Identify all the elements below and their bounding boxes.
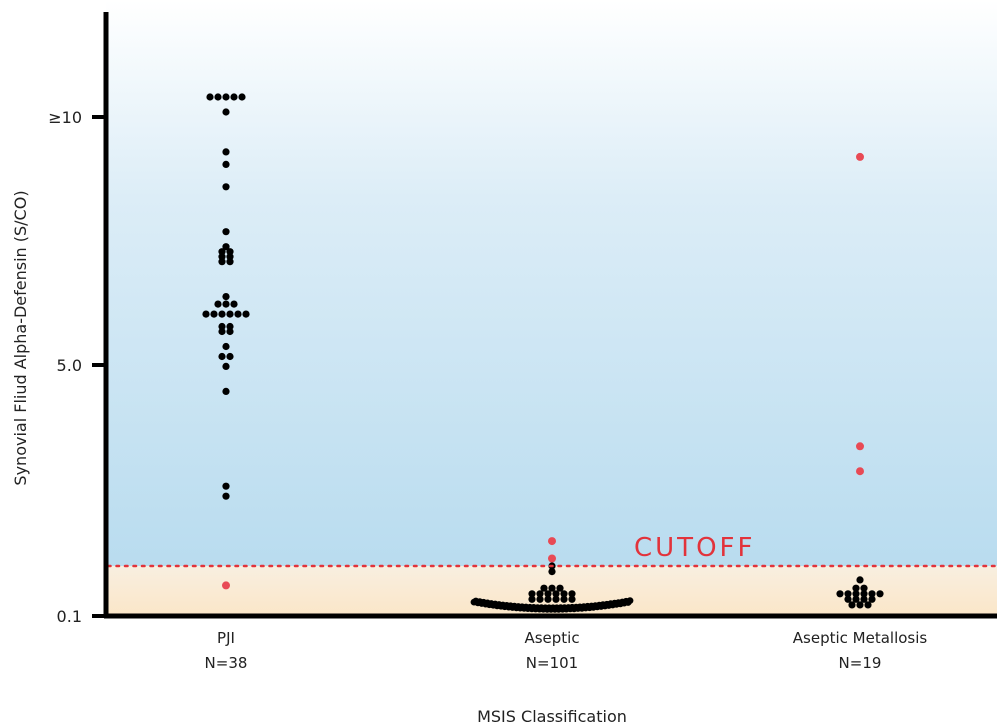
data-point xyxy=(528,590,536,598)
data-point xyxy=(222,228,230,236)
data-point xyxy=(234,310,242,318)
data-point xyxy=(222,108,230,116)
category-n-pji: N=38 xyxy=(205,654,248,672)
data-point xyxy=(852,584,860,592)
data-point xyxy=(222,93,230,101)
data-point-red xyxy=(222,581,230,590)
data-point xyxy=(226,327,234,336)
data-point-red xyxy=(548,554,556,563)
data-point xyxy=(226,258,234,266)
data-point xyxy=(544,595,552,603)
data-point xyxy=(222,183,230,191)
data-point xyxy=(218,253,226,261)
category-n-aseptic-metallosis: N=19 xyxy=(839,654,882,672)
cutoff-label: CUTOFF xyxy=(634,533,755,563)
data-point xyxy=(868,595,876,603)
data-point xyxy=(864,601,872,609)
data-point xyxy=(544,590,552,598)
category-label-pji: PJI xyxy=(217,629,235,647)
data-point xyxy=(226,310,234,318)
data-point xyxy=(222,387,230,395)
data-point xyxy=(868,590,876,598)
data-point xyxy=(528,595,536,603)
data-point-red xyxy=(548,537,556,546)
data-point xyxy=(852,590,860,598)
data-point xyxy=(860,584,868,592)
data-point xyxy=(856,576,864,584)
data-point xyxy=(222,293,230,301)
data-point xyxy=(860,595,868,603)
data-point xyxy=(852,595,860,603)
data-point xyxy=(540,584,548,592)
data-point xyxy=(214,93,222,101)
data-point xyxy=(548,584,556,592)
category-label-aseptic: Aseptic xyxy=(524,629,579,647)
x-axis-title: MSIS Classification xyxy=(477,707,627,726)
data-point-red xyxy=(856,152,864,161)
data-point xyxy=(222,148,230,156)
data-point xyxy=(568,590,576,598)
y-tick-label-5: 5.0 xyxy=(57,356,82,375)
data-point-red xyxy=(856,467,864,476)
data-point xyxy=(556,584,564,592)
data-point xyxy=(222,482,230,490)
data-point xyxy=(230,300,238,308)
data-point xyxy=(226,322,234,331)
data-point xyxy=(876,590,884,598)
data-point xyxy=(226,248,234,256)
data-point-cluster xyxy=(626,597,634,604)
data-point xyxy=(226,352,234,361)
data-point xyxy=(206,93,214,101)
data-point xyxy=(552,590,560,598)
data-point xyxy=(836,590,844,598)
y-axis-title: Synovial Fliud Alpha-Defensin (S/CO) xyxy=(11,190,30,485)
data-point xyxy=(560,590,568,598)
data-point xyxy=(242,310,250,318)
data-point xyxy=(238,93,246,101)
positive-region-background xyxy=(106,0,997,566)
data-point xyxy=(222,492,230,500)
data-point xyxy=(844,590,852,598)
data-point xyxy=(222,342,230,351)
data-point xyxy=(844,595,852,603)
data-point xyxy=(222,300,230,308)
data-point xyxy=(856,601,864,609)
data-point xyxy=(222,362,230,370)
category-label-aseptic-metallosis: Aseptic Metallosis xyxy=(793,629,928,647)
data-point xyxy=(218,352,226,361)
data-points xyxy=(202,93,884,613)
data-point xyxy=(226,253,234,261)
data-point xyxy=(848,601,856,609)
data-point xyxy=(218,248,226,256)
data-point xyxy=(548,568,556,576)
category-n-aseptic: N=101 xyxy=(526,654,578,672)
data-point xyxy=(860,590,868,598)
data-point xyxy=(222,160,230,168)
data-point xyxy=(214,300,222,308)
data-point-red xyxy=(856,442,864,451)
y-tick-label-10: ≥10 xyxy=(48,108,82,127)
data-point xyxy=(202,310,210,318)
data-point xyxy=(218,258,226,266)
data-point xyxy=(536,595,544,603)
y-tick-label-0-1: 0.1 xyxy=(57,607,82,626)
data-point xyxy=(552,595,560,603)
data-point xyxy=(222,243,230,251)
data-point xyxy=(218,322,226,331)
data-point xyxy=(536,590,544,598)
data-point xyxy=(210,310,218,318)
data-point xyxy=(218,310,226,318)
data-point xyxy=(560,595,568,603)
data-point xyxy=(218,327,226,336)
data-point xyxy=(568,595,576,603)
data-point xyxy=(230,93,238,101)
